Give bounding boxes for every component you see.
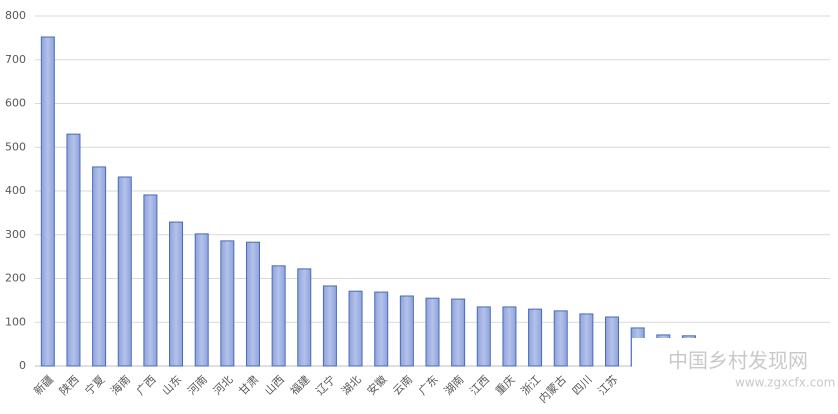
x-tick-label: 宁夏 bbox=[82, 372, 107, 397]
x-tick-label: 广西 bbox=[134, 373, 159, 398]
x-tick-label: 陕西 bbox=[56, 372, 81, 397]
y-tick-label: 400 bbox=[5, 184, 26, 197]
y-tick-label: 100 bbox=[5, 315, 26, 328]
x-tick-label: 四川 bbox=[570, 373, 595, 398]
y-tick-label: 0 bbox=[19, 359, 26, 372]
x-tick-label: 甘肃 bbox=[236, 373, 261, 398]
bar bbox=[297, 268, 312, 367]
bar bbox=[220, 240, 235, 367]
watermark: 中国乡村发现网 bbox=[668, 349, 808, 373]
x-tick-label: 福建 bbox=[287, 372, 312, 397]
x-tick-label: 辽宁 bbox=[313, 372, 338, 397]
bar bbox=[66, 133, 81, 367]
x-tick-label: 江西 bbox=[467, 373, 492, 398]
y-tick-label: 600 bbox=[5, 97, 26, 110]
bar bbox=[92, 166, 107, 367]
y-tick-label: 700 bbox=[5, 53, 26, 66]
x-tick-label: 河南 bbox=[185, 373, 210, 398]
bar bbox=[374, 291, 389, 367]
x-tick-label: 山东 bbox=[160, 373, 185, 398]
bar bbox=[322, 285, 337, 367]
y-tick-label: 800 bbox=[5, 9, 26, 22]
bar bbox=[476, 306, 491, 367]
bar bbox=[425, 297, 440, 367]
bar bbox=[399, 295, 414, 367]
y-tick-label: 300 bbox=[5, 228, 26, 241]
bar bbox=[117, 176, 132, 367]
x-tick-label: 新疆 bbox=[31, 372, 56, 397]
x-tick-label: 安徽 bbox=[364, 372, 389, 397]
bar bbox=[271, 265, 286, 367]
bar bbox=[194, 233, 209, 367]
watermark-url: www.zgxcfx.com bbox=[735, 376, 835, 390]
watermark-box bbox=[632, 338, 838, 410]
bar bbox=[451, 298, 466, 367]
x-tick-label: 海南 bbox=[108, 372, 133, 397]
bar bbox=[348, 290, 363, 367]
x-tick-label: 湖南 bbox=[442, 373, 467, 398]
bar bbox=[528, 308, 543, 367]
bar bbox=[169, 221, 184, 367]
x-tick-label: 江苏 bbox=[596, 373, 621, 398]
bar bbox=[40, 36, 55, 367]
y-tick-label: 500 bbox=[5, 140, 26, 153]
x-tick-label: 广东 bbox=[416, 373, 441, 398]
bar bbox=[245, 241, 260, 367]
x-tick-label: 河北 bbox=[211, 373, 236, 398]
x-tick-label: 湖北 bbox=[339, 373, 364, 398]
x-tick-label: 内蒙古 bbox=[536, 372, 569, 405]
x-tick-label: 云南 bbox=[390, 373, 415, 398]
bar bbox=[579, 313, 594, 367]
x-tick-label: 重庆 bbox=[492, 372, 517, 397]
bar bbox=[143, 194, 158, 367]
y-tick-label: 200 bbox=[5, 272, 26, 285]
x-tick-label: 山西 bbox=[262, 373, 287, 398]
bar bbox=[605, 316, 620, 367]
bar bbox=[553, 310, 568, 367]
bar bbox=[502, 306, 517, 367]
